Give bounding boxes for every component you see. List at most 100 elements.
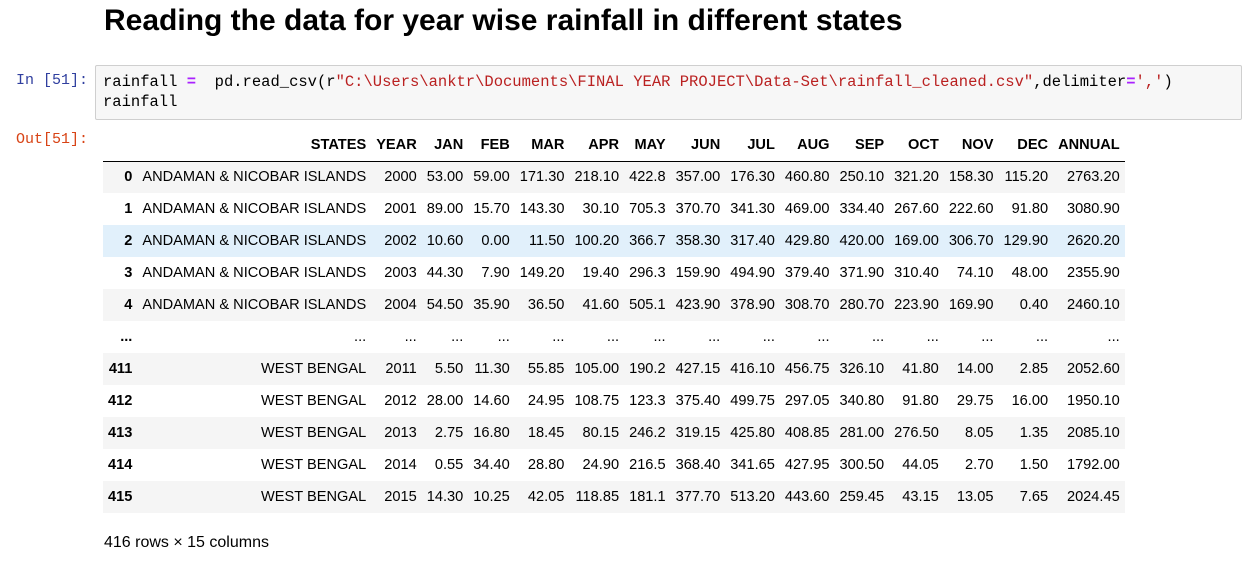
table-cell: 2085.10: [1066, 425, 1120, 441]
table-cell: 368.40: [675, 457, 721, 473]
code-close-paren: ): [1163, 73, 1173, 91]
table-cell: 18.45: [527, 425, 565, 441]
table-cell: 0.55: [434, 457, 464, 473]
table-cell: ...: [762, 329, 775, 345]
table-cell: 2014: [384, 457, 417, 473]
table-cell: 2004: [384, 297, 417, 313]
table-cell: 11.50: [529, 233, 565, 249]
code-call: pd.read_csv(r: [214, 73, 336, 91]
table-cell: 2000: [384, 169, 417, 186]
table-cell: 259.45: [839, 489, 885, 505]
table-cell: 281.00: [839, 425, 885, 441]
table-cell: 246.2: [629, 425, 666, 441]
table-cell: WEST BENGAL: [261, 393, 367, 409]
table-cell: 0.40: [1019, 297, 1049, 313]
table-cell: 129.90: [1003, 233, 1049, 249]
table-row: 413 WEST BENGAL 2013 2.75 16.80 18.45 80.15 246…: [103, 417, 1125, 449]
table-cell: ...: [451, 329, 464, 345]
table-cell: ...: [1107, 329, 1120, 345]
dataframe-table: STATES YEAR JAN FEB MAR APR MAY JUN JUL AUG SEP OCT…: [103, 130, 1125, 513]
table-cell: 5.50: [434, 361, 464, 377]
table-cell: 34.40: [473, 457, 510, 473]
table-cell: ANDAMAN & NICOBAR ISLANDS: [142, 265, 367, 281]
table-cell: 2355.90: [1066, 265, 1120, 281]
table-cell: 36.50: [527, 297, 565, 313]
table-cell: 41.80: [902, 361, 939, 377]
table-cell: 422.8: [629, 169, 666, 186]
table-cell: 267.60: [894, 201, 939, 217]
table-cell: 2024.45: [1066, 489, 1120, 505]
table-cell: 2001: [384, 201, 417, 217]
table-row: 411 WEST BENGAL 2011 5.50 11.30 55.85 105.00 19…: [103, 353, 1125, 385]
table-cell: WEST BENGAL: [261, 361, 367, 377]
table-cell: 443.60: [784, 489, 830, 505]
table-cell: 16.80: [473, 425, 510, 441]
table-cell: 222.60: [948, 201, 994, 217]
table-cell: ...: [872, 329, 885, 345]
code-assign-op: =: [186, 73, 197, 91]
table-cell: 14.30: [426, 489, 464, 505]
table-cell: 499.75: [730, 393, 775, 409]
table-cell: ...: [354, 329, 367, 345]
table-cell: ...: [981, 329, 994, 345]
table-row: ........................................…: [103, 321, 1125, 353]
row-index: ...: [120, 329, 133, 345]
table-cell: ANDAMAN & NICOBAR ISLANDS: [142, 201, 367, 217]
table-cell: 306.70: [948, 233, 994, 249]
table-cell: 29.75: [956, 393, 994, 409]
table-cell: 35.90: [473, 297, 510, 313]
table-cell: 1792.00: [1066, 457, 1120, 473]
table-cell: 456.75: [784, 361, 830, 377]
table-cell: 494.90: [730, 265, 775, 281]
row-index: 411: [108, 361, 133, 377]
output-prompt: Out[51]:: [15, 131, 88, 148]
code-line-2: rainfall: [103, 93, 178, 111]
table-cell: 13.05: [956, 489, 994, 505]
code-cell[interactable]: rainfall = pd.read_csv(r"C:\Users\anktr\…: [95, 65, 1242, 120]
table-cell: 89.00: [426, 201, 464, 217]
column-header: DEC: [998, 130, 1054, 162]
table-cell: WEST BENGAL: [261, 489, 367, 505]
table-cell: 108.75: [574, 393, 620, 409]
table-cell: 181.1: [629, 489, 666, 505]
table-cell: 223.90: [894, 297, 939, 313]
table-cell: 14.60: [473, 393, 510, 409]
table-cell: 218.10: [574, 169, 620, 186]
table-cell: 15.70: [473, 201, 510, 217]
table-cell: 425.80: [730, 425, 775, 441]
table-row: 2 ANDAMAN & NICOBAR ISLANDS 2002 10.60 0.00 1…: [103, 225, 1125, 257]
table-cell: 48.00: [1011, 265, 1049, 281]
table-cell: 2015: [384, 489, 417, 505]
table-cell: ANDAMAN & NICOBAR ISLANDS: [142, 233, 367, 249]
column-header: OCT: [889, 130, 944, 162]
table-cell: ...: [606, 329, 620, 345]
table-cell: 340.80: [839, 393, 885, 409]
table-cell: 2.75: [434, 425, 464, 441]
table-cell: 319.15: [675, 425, 721, 441]
table-cell: 1.50: [1019, 457, 1049, 473]
table-cell: 280.70: [839, 297, 885, 313]
table-cell: 44.05: [902, 457, 939, 473]
table-cell: 341.65: [730, 457, 775, 473]
table-cell: ...: [497, 329, 510, 345]
table-cell: 143.30: [519, 201, 565, 217]
table-cell: 44.30: [426, 265, 464, 281]
table-cell: 176.30: [730, 169, 775, 186]
table-cell: 326.10: [839, 361, 885, 377]
table-cell: 429.80: [784, 233, 830, 249]
table-cell: 341.30: [730, 201, 775, 217]
section-heading: Reading the data for year wise rainfall …: [104, 4, 903, 37]
table-cell: 427.95: [784, 457, 830, 473]
column-header: AUG: [779, 130, 835, 162]
code-delim-string: ',': [1135, 73, 1164, 91]
table-cell: 505.1: [629, 297, 666, 313]
table-row: 412 WEST BENGAL 2012 28.00 14.60 24.95 108.75 1…: [103, 385, 1125, 417]
code-kwarg-op: =: [1126, 73, 1136, 91]
column-header: FEB: [468, 130, 515, 162]
table-cell: 300.50: [839, 457, 885, 473]
table-cell: 74.10: [956, 265, 994, 281]
table-cell: 416.10: [730, 361, 775, 377]
table-cell: 158.30: [948, 169, 994, 186]
table-header-row: STATES YEAR JAN FEB MAR APR MAY JUN JUL AUG SEP OCT…: [103, 130, 1125, 162]
table-cell: ANDAMAN & NICOBAR ISLANDS: [142, 169, 367, 186]
